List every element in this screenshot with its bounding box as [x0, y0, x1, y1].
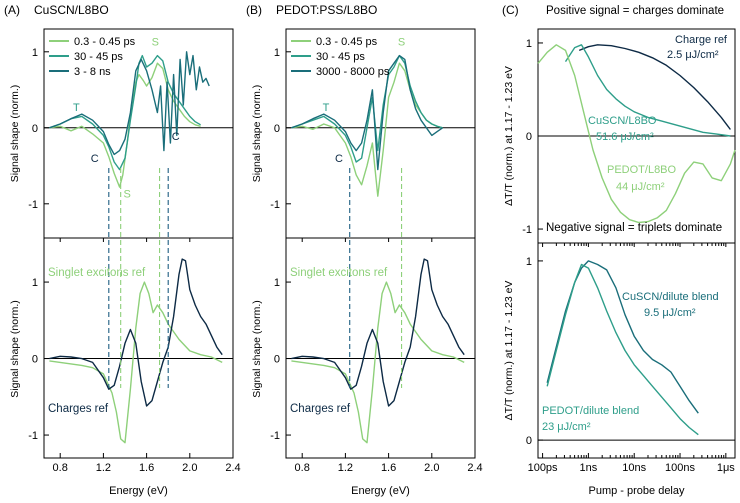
series-line-B-top-1 — [291, 54, 443, 163]
series-line-C-top-0 — [578, 44, 731, 130]
x-tick-label-B: 1.6 — [381, 462, 396, 474]
y-tick-label-B: 0 — [274, 354, 280, 366]
x-tick-label-A: 1.6 — [139, 462, 154, 474]
y-tick-label-A: 0 — [32, 354, 38, 366]
panel-frame-A — [43, 28, 234, 459]
y-tick-label-B: -1 — [270, 199, 280, 211]
ref-label-charges-B: Charges ref — [290, 403, 351, 415]
annotation-B-1: S — [398, 37, 405, 49]
y-tick-label-C: 0 — [526, 435, 532, 447]
series-line-A-bottom-0 — [49, 281, 223, 444]
series-line-C-top-2 — [537, 44, 736, 224]
y-axis-label-A-bottom: Signal shape (norm.) — [9, 300, 21, 397]
legend-label-B-0: 0.3 - 0.45 ps — [316, 36, 378, 48]
legend-label-A-0: 0.3 - 0.45 ps — [74, 36, 136, 48]
annotation-B-2: C — [335, 153, 343, 165]
y-tick-label-B: 1 — [274, 277, 280, 289]
y-axis-label-C-top: ΔT/T (norm.) at 1.17 - 1.23 eV — [503, 66, 515, 206]
fluence-cuscn: 51.6 μJ/cm² — [596, 131, 654, 143]
series-label-cuscn: CuSCN/L8BO — [588, 115, 657, 127]
x-tick-label-C: 10ns — [622, 462, 646, 474]
panel-frame-B — [285, 28, 476, 459]
y-axis-label-A-top: Signal shape (norm.) — [9, 85, 21, 182]
series-line-A-bottom-1 — [49, 258, 223, 407]
annotation-A-0: T — [73, 102, 80, 114]
series-line-A-top-2 — [49, 51, 210, 156]
x-tick-label-C: 100ps — [528, 462, 558, 474]
y-tick-label-C: 1 — [526, 256, 532, 268]
y-tick-label-A: 1 — [32, 47, 38, 59]
annotation-A-2: C — [91, 153, 99, 165]
panel-label-B: (B) — [246, 3, 262, 17]
series-line-B-bottom-1 — [291, 258, 465, 407]
y-axis-label-B-top: Signal shape (norm.) — [251, 85, 263, 182]
legend-label-A-2: 3 - 8 ns — [74, 66, 111, 78]
annotation-A-1: S — [152, 37, 159, 49]
series-line-B-top-2 — [291, 54, 444, 171]
y-tick-label-A: 0 — [32, 123, 38, 135]
series-line-C-bottom-1 — [546, 263, 699, 436]
x-tick-label-B: 2.4 — [467, 462, 482, 474]
panel-title-A: CuSCN/L8BO — [34, 3, 109, 17]
y-tick-label-C: -1 — [522, 224, 532, 236]
annotation-B-0: T — [323, 102, 330, 114]
x-tick-label-C: 1ns — [580, 462, 598, 474]
x-tick-label-A: 2.4 — [225, 462, 240, 474]
positive-note: Positive signal = charges dominate — [546, 5, 724, 17]
y-axis-label-B-bottom: Signal shape (norm.) — [251, 300, 263, 397]
series-label-pedot-dilute: PEDOT/dilute blend — [542, 405, 639, 417]
x-axis-label-B: Energy (eV) — [351, 485, 410, 497]
x-tick-label-A: 1.2 — [96, 462, 111, 474]
y-tick-label-B: -1 — [270, 430, 280, 442]
negative-note: Negative signal = triplets dominate — [546, 222, 722, 234]
legend-label-B-1: 30 - 45 ps — [316, 51, 365, 63]
ref-label-singlet-A: Singlet excitons ref — [48, 267, 146, 279]
series-label-charge-ref: Charge ref — [675, 34, 728, 46]
x-tick-label-C: 100ns — [665, 462, 695, 474]
ref-label-charges-A: Charges ref — [48, 403, 109, 415]
y-tick-label-C: 1 — [526, 38, 532, 50]
x-tick-label-B: 2.0 — [424, 462, 439, 474]
y-tick-label-B: 0 — [274, 123, 280, 135]
y-axis-label-C-bottom: ΔT/T (norm.) at 1.17 - 1.23 eV — [503, 281, 515, 421]
panel-label-A: (A) — [4, 3, 20, 17]
legend-label-B-2: 3000 - 8000 ps — [316, 66, 390, 78]
x-tick-label-A: 0.8 — [53, 462, 68, 474]
fluence-cuscn-dilute: 9.5 μJ/cm² — [644, 307, 696, 319]
panel-title-B: PEDOT:PSS/L8BO — [276, 3, 377, 17]
legend-label-A-1: 30 - 45 ps — [74, 51, 123, 63]
annotation-A-4: C — [172, 131, 180, 143]
x-axis-label-A: Energy (eV) — [109, 485, 168, 497]
panel-label-C: (C) — [502, 3, 519, 17]
x-tick-label-A: 2.0 — [182, 462, 197, 474]
fluence-pedot: 44 μJ/cm² — [616, 181, 665, 193]
fluence-pedot-dilute: 23 μJ/cm² — [542, 421, 591, 433]
y-tick-label-A: -1 — [28, 430, 38, 442]
annotation-A-3: S — [123, 189, 130, 201]
series-line-C-top-1 — [564, 44, 731, 137]
series-line-B-bottom-0 — [291, 281, 465, 444]
ref-label-singlet-B: Singlet excitons ref — [290, 267, 388, 279]
series-line-C-bottom-0 — [546, 260, 699, 414]
x-axis-label-C: Pump - probe delay — [589, 485, 685, 497]
x-tick-label-B: 1.2 — [338, 462, 353, 474]
series-label-cuscn-dilute: CuSCN/dilute blend — [622, 291, 719, 303]
y-tick-label-A: 1 — [32, 277, 38, 289]
x-tick-label-C: 1μs — [717, 462, 735, 474]
y-tick-label-C: 0 — [526, 131, 532, 143]
series-label-pedot: PEDOT/L8BO — [607, 164, 677, 176]
fluence-charge-ref: 2.5 μJ/cm² — [667, 49, 719, 61]
x-tick-label-B: 0.8 — [295, 462, 310, 474]
y-tick-label-A: -1 — [28, 199, 38, 211]
y-tick-label-B: 1 — [274, 47, 280, 59]
